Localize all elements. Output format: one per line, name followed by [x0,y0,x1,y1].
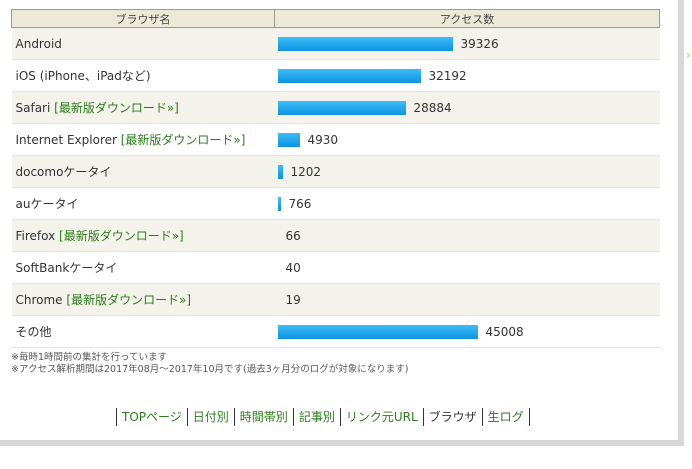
download-latest-link[interactable]: [最新版ダウンロード»] [66,293,192,307]
browser-name-cell: docomoケータイ [11,155,275,188]
table-row: SoftBankケータイ 40 [11,251,660,284]
access-count: 66 [285,228,301,243]
table-header-row: ブラウザ名 アクセス数 [11,9,660,28]
download-latest-link[interactable]: [最新版ダウンロード»] [54,101,179,115]
access-count-cell: 66 [274,219,660,252]
table-row: docomoケータイ 1202 [11,155,660,188]
browser-name: auケータイ [15,197,79,211]
note-line: ※毎時1時間前の集計を行っています [11,352,168,363]
browser-name-cell: SoftBankケータイ [11,251,275,284]
nav-link-by-hour[interactable]: 時間帯別 [233,408,293,426]
browser-name: docomoケータイ [15,165,112,179]
browser-name: その他 [15,325,52,339]
table-row: Safari [最新版ダウンロード»] 28884 [11,91,660,124]
table-row: Chrome [最新版ダウンロード»] 19 [11,283,660,316]
notes: ※毎時1時間前の集計を行っています ※アクセス解析期間は2017年08月～201… [11,352,408,376]
nav-link-raw-log[interactable]: 生ログ [481,408,530,426]
access-count-cell: 19 [274,283,660,316]
access-count: 4930 [307,132,339,147]
access-bar [277,324,478,339]
browser-name-cell: Safari [最新版ダウンロード»] [11,91,275,124]
frame-shadow-bottom [0,440,684,446]
browser-name: Chrome [15,293,67,307]
browser-name-cell: iOS (iPhone、iPadなど) [11,59,275,92]
nav-link-by-date[interactable]: 日付別 [186,408,234,426]
access-count-cell: 28884 [274,91,660,124]
chevron-right-icon: › [686,48,691,62]
browser-name-cell: その他 [11,315,275,348]
access-count-cell: 4930 [274,123,660,156]
table-body: Android 39326 iOS (iPhone、iPadなど) 32192 Safa… [11,27,660,348]
table-row: Android 39326 [11,27,660,60]
nav-link-top[interactable]: TOPページ [116,408,187,426]
table-row: その他 45008 [11,315,660,348]
access-count: 40 [285,260,301,275]
browser-name-cell: Chrome [最新版ダウンロード»] [11,283,275,316]
browser-stats-table: ブラウザ名 アクセス数 Android 39326 iOS (iPhone、iPad… [11,9,660,348]
access-count-cell: 1202 [274,155,660,188]
browser-name-cell: Firefox [最新版ダウンロード»] [11,219,275,252]
nav-current-browser: ブラウザ [422,408,482,426]
browser-name-cell: Android [11,27,275,60]
download-latest-link[interactable]: [最新版ダウンロード»] [59,229,184,243]
access-count-cell: 45008 [274,315,660,348]
access-bar [277,100,406,115]
access-count: 39326 [460,36,499,51]
nav-link-referrer[interactable]: リンク元URL [339,408,423,426]
nav-link-by-article[interactable]: 記事別 [292,408,340,426]
access-count: 28884 [413,100,452,115]
column-header-browser: ブラウザ名 [11,9,275,28]
browser-name: Safari [15,101,55,115]
access-count: 45008 [485,324,524,339]
browser-name: Internet Explorer [15,133,121,147]
access-count-cell: 32192 [274,59,660,92]
access-count-cell: 40 [274,251,660,284]
browser-name: SoftBankケータイ [15,261,118,275]
access-count: 766 [288,196,312,211]
browser-name-cell: auケータイ [11,187,275,220]
access-count: 32192 [428,68,467,83]
table-row: Firefox [最新版ダウンロード»] 66 [11,219,660,252]
access-count: 19 [285,292,301,307]
access-count: 1202 [290,164,322,179]
column-header-access: アクセス数 [274,9,660,28]
table-row: auケータイ 766 [11,187,660,220]
browser-name: Android [15,36,62,51]
access-bar [277,68,421,83]
access-count-cell: 39326 [274,27,660,60]
browser-name: iOS (iPhone、iPadなど) [15,69,151,83]
download-latest-link[interactable]: [最新版ダウンロード»] [120,133,246,147]
frame-shadow-right [678,0,684,446]
browser-name-cell: Internet Explorer [最新版ダウンロード»] [11,123,275,156]
access-bar [277,36,453,51]
browser-name: Firefox [15,229,60,243]
table-row: iOS (iPhone、iPadなど) 32192 [11,59,660,92]
access-bar [277,196,281,211]
access-count-cell: 766 [274,187,660,220]
table-row: Internet Explorer [最新版ダウンロード»] 4930 [11,123,660,156]
access-bar [277,132,300,147]
note-line: ※アクセス解析期間は2017年08月～2017年10月です(過去3ヶ月分のログが… [11,364,409,375]
footer-nav: TOPページ 日付別 時間帯別 記事別 リンク元URL ブラウザ 生ログ [116,408,530,426]
access-bar [277,164,283,179]
